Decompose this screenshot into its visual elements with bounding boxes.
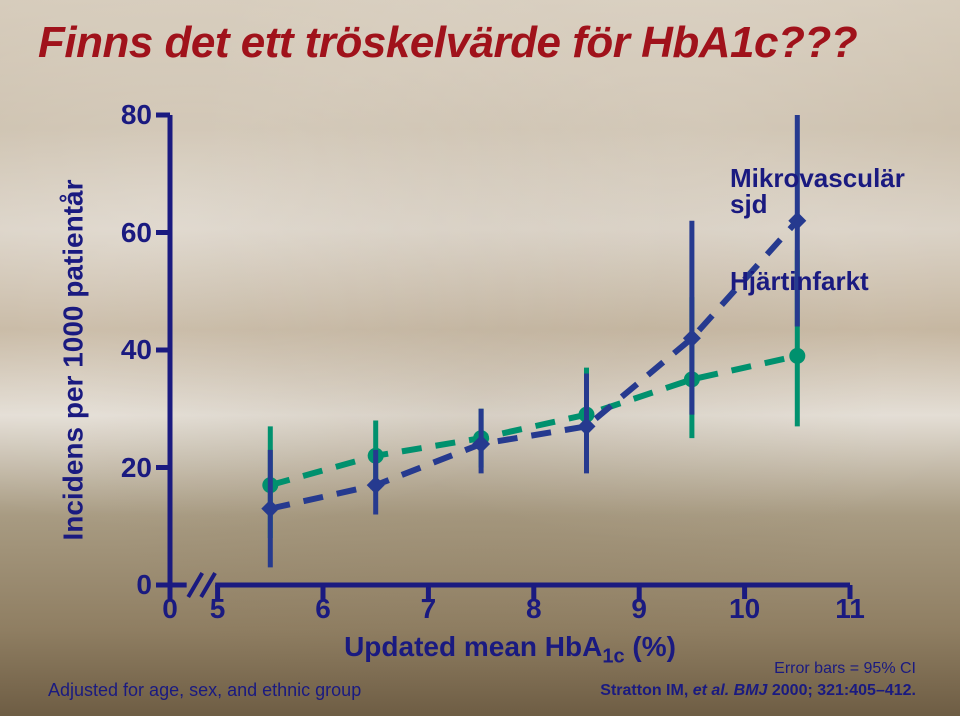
series-label-microvascular: Mikrovasculär sjd — [730, 165, 905, 217]
y-tick-label: 0 — [136, 569, 152, 601]
series-label-mi: Hjärtinfarkt — [730, 268, 869, 294]
footnote-adjusted: Adjusted for age, sex, and ethnic group — [48, 680, 361, 701]
x-axis-title: Updated mean HbA1c (%) — [344, 631, 676, 669]
y-tick-label: 80 — [121, 99, 152, 131]
slide: Finns det ett tröskelvärde för HbA1c??? … — [0, 0, 960, 716]
citation: Stratton IM, et al. BMJ 2000; 321:405–41… — [600, 682, 916, 700]
y-tick-label: 60 — [121, 217, 152, 249]
footnote-errorbars: Error bars = 95% CI — [774, 660, 916, 678]
y-axis-label: Incidens per 1000 patientår — [59, 179, 90, 540]
slide-title: Finns det ett tröskelvärde för HbA1c??? — [38, 18, 857, 68]
y-tick-label: 40 — [121, 334, 152, 366]
y-tick-label: 20 — [121, 452, 152, 484]
